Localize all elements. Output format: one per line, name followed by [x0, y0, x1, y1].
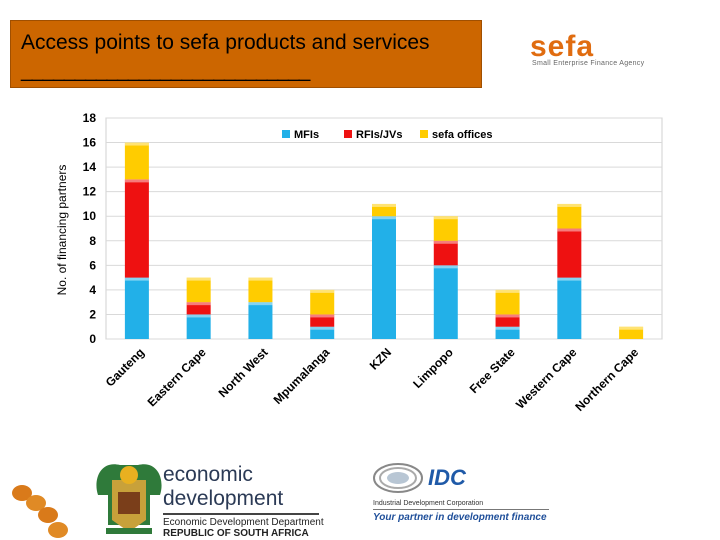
republic-of-south-africa: REPUBLIC OF SOUTH AFRICA	[163, 528, 309, 539]
sefa-logo-word: sefa	[530, 30, 595, 63]
footer-graphics	[12, 463, 423, 538]
bar-highlight	[310, 289, 335, 293]
economic-development-rule	[163, 513, 319, 515]
bar-highlight	[433, 216, 458, 220]
y-tick-label: 4	[89, 283, 96, 297]
bar-rfis-jvs-limpopo	[433, 240, 458, 266]
x-tick-label: Limpopo	[410, 345, 456, 391]
bar-sefa-offices-free-state	[495, 289, 520, 315]
bars	[124, 142, 644, 339]
bar-highlight	[248, 302, 273, 306]
bar-rfis-jvs-gauteng	[124, 179, 149, 278]
bar-highlight	[495, 314, 520, 318]
y-tick-labels: 0 2 4 6 8 10 12 14 16 18	[83, 111, 97, 346]
bar-rfis-jvs-eastern-cape	[186, 302, 211, 315]
y-tick-label: 16	[83, 136, 97, 150]
bar-mfis-mpumalanga	[310, 326, 335, 339]
bar-mfis-eastern-cape	[186, 314, 211, 339]
idc-tagline: Your partner in development finance	[373, 512, 547, 523]
bar-highlight	[372, 203, 396, 207]
x-tick-label: Mpumalanga	[271, 345, 333, 407]
bar-sefa-offices-eastern-cape	[186, 277, 211, 303]
bar-rfis-jvs-mpumalanga	[310, 314, 335, 327]
bar-sefa-offices-north-west	[248, 277, 273, 303]
bar-highlight	[124, 277, 149, 281]
bar-highlight	[248, 277, 273, 281]
y-tick-label: 2	[89, 307, 96, 321]
x-tick-label: Northern Cape	[572, 345, 641, 414]
bar-highlight	[124, 179, 149, 183]
bar-mfis-limpopo	[433, 265, 458, 339]
bar-mfis-free-state	[495, 326, 520, 339]
bar-sefa-offices-mpumalanga	[310, 289, 335, 315]
bar-sefa-offices-gauteng	[124, 142, 149, 180]
idc-globe-icon	[373, 463, 423, 493]
bar-highlight	[433, 265, 458, 269]
bar-rfis-jvs-free-state	[495, 314, 520, 327]
idc-full-name: Industrial Development Corporation	[373, 500, 484, 507]
sefa-logo-subtitle: Small Enterprise Finance Agency	[532, 60, 645, 67]
legend-label: RFIs/JVs	[356, 129, 402, 141]
bar-highlight	[557, 277, 582, 281]
economic-development-dept: Economic Development Department	[163, 517, 324, 528]
x-tick-label: KZN	[367, 345, 394, 372]
y-axis-label: No. of financing partners	[55, 165, 69, 296]
bar-rfis-jvs-western-cape	[557, 228, 582, 278]
bar-highlight	[310, 326, 335, 330]
x-tick-label: Western Cape	[513, 345, 580, 412]
coat-of-arms-icon	[96, 464, 162, 534]
sefa-logo: sefa Small Enterprise Finance Agency	[520, 30, 660, 74]
economic-development-word-1: economic	[163, 463, 253, 486]
bar-mfis-kzn	[372, 216, 396, 339]
bar-highlight	[186, 314, 211, 318]
bar-highlight	[124, 142, 149, 146]
bar-highlight	[433, 240, 458, 244]
bar-highlight	[372, 216, 396, 220]
bar-highlight	[495, 289, 520, 293]
x-tick-label: Free State	[467, 345, 518, 396]
y-tick-label: 8	[89, 234, 96, 248]
bar-highlight	[619, 326, 644, 330]
bar-highlight	[186, 302, 211, 306]
bar-highlight	[186, 277, 211, 281]
footer: economic development Economic Developmen…	[0, 440, 720, 540]
bar-mfis-gauteng	[124, 277, 149, 339]
idc-rule	[373, 509, 549, 510]
bar-mfis-north-west	[248, 302, 273, 339]
legend-swatch	[344, 130, 352, 138]
bar-sefa-offices-western-cape	[557, 203, 582, 229]
bar-highlight	[557, 228, 582, 232]
idc-name: IDC	[428, 465, 466, 490]
legend-label: MFIs	[294, 129, 319, 141]
bar-sefa-offices-limpopo	[433, 216, 458, 241]
decorative-stepping-stones-icon	[12, 485, 68, 538]
y-tick-label: 0	[89, 332, 96, 346]
y-tick-label: 14	[83, 160, 97, 174]
bar-highlight	[495, 326, 520, 330]
bar-mfis-western-cape	[557, 277, 582, 339]
y-tick-label: 6	[89, 258, 96, 272]
y-tick-label: 12	[83, 185, 97, 199]
bar-highlight	[310, 314, 335, 318]
legend-swatch	[282, 130, 290, 138]
legend-swatch	[420, 130, 428, 138]
title-underline: ___________________________	[21, 59, 310, 82]
bar-sefa-offices-kzn	[372, 203, 396, 217]
y-tick-label: 10	[83, 209, 97, 223]
x-tick-label: Gauteng	[103, 345, 147, 389]
x-tick-label: Eastern Cape	[145, 345, 209, 409]
economic-development-word-2: development	[163, 487, 284, 510]
legend: MFIs RFIs/JVs sefa offices	[282, 129, 493, 141]
x-tick-label: North West	[216, 345, 271, 400]
bar-highlight	[557, 203, 582, 207]
legend-label: sefa offices	[432, 129, 493, 141]
y-tick-label: 18	[83, 111, 97, 125]
bar-sefa-offices-northern-cape	[619, 326, 644, 339]
title-banner: Access points to sefa products and servi…	[10, 20, 482, 88]
slide-title: Access points to sefa products and servi…	[21, 31, 430, 54]
